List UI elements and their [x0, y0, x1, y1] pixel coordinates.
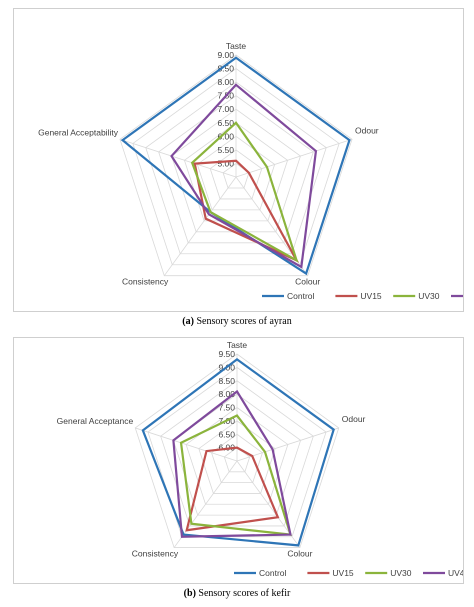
legend-label: UV30: [418, 291, 440, 301]
caption-label: (b): [183, 588, 196, 599]
caption-text: Sensory scores of kefir: [198, 588, 291, 599]
series-line-uv30: [190, 121, 299, 263]
tick-label: 6.00: [217, 131, 234, 141]
legend-label: UV30: [390, 568, 412, 578]
grid-spoke: [235, 138, 353, 178]
caption-kefir: (b) Sensory scores of kefir: [0, 588, 474, 599]
tick-label: 6.50: [217, 118, 234, 128]
legend-label: UV15: [360, 291, 382, 301]
legend-label: UV15: [332, 568, 354, 578]
series-line-uv15: [185, 446, 280, 532]
grid-ring: [209, 149, 263, 200]
tick-label: 6.50: [218, 429, 235, 439]
grid-spoke: [163, 176, 237, 276]
grid-ring: [119, 54, 353, 277]
axis-label: Colour: [287, 549, 312, 559]
grid-spoke: [173, 460, 238, 548]
chart-panel-ayran: 5.00 5.50 6.00 6.50 7.00 7.50 8.00 8.50 9.00 Tast…: [13, 8, 473, 312]
tick-label: 9.00: [217, 50, 234, 60]
legend-label: UV45: [448, 568, 463, 578]
axis-label: Odour: [342, 414, 366, 424]
tick-label: 7.00: [217, 104, 234, 114]
grid-ring: [183, 122, 289, 222]
grid-ring: [132, 68, 340, 266]
axis-label: Colour: [295, 277, 320, 287]
tick-label: 8.50: [218, 376, 235, 386]
legend: ControlUV15UV30UV45: [262, 291, 473, 301]
series-line-uv45: [170, 83, 318, 269]
tick-label: 7.50: [218, 403, 235, 413]
grid-ring: [158, 95, 314, 244]
series-line-uv30: [179, 414, 293, 536]
tick-label: 9.50: [218, 349, 235, 359]
axis-label: General Acceptability: [38, 127, 119, 137]
axis-label: General Acceptance: [57, 416, 134, 426]
tick-label: 5.50: [217, 145, 234, 155]
radar-chart-ayran: 5.005.506.006.507.007.508.008.509.00Tast…: [38, 41, 473, 301]
grid-ring: [196, 135, 276, 211]
axis-label: Consistency: [132, 549, 179, 559]
tick-label: 5.00: [217, 158, 234, 168]
axis-label: Taste: [226, 41, 247, 51]
caption-label: (a): [182, 316, 194, 327]
tick-label: 8.00: [218, 389, 235, 399]
chart-panel-kefir: 6.00 6.50 7.00 7.50 8.00 8.50 9.00 9.50 Taste Odo…: [13, 337, 470, 584]
axis-label: Taste: [227, 340, 248, 350]
grid-spoke: [119, 138, 237, 178]
axis-label: Consistency: [122, 277, 169, 287]
radar-chart-kefir: 6.006.507.007.508.008.509.009.50TasteOdo…: [57, 340, 470, 578]
tick-label: 8.50: [217, 64, 234, 74]
axis-label: Odour: [355, 125, 379, 135]
legend: Control UV15 UV30 UV45: [234, 568, 470, 578]
caption-text: Sensory scores of ayran: [196, 316, 292, 327]
grid-spoke: [135, 427, 238, 462]
grid-ring: [145, 81, 327, 255]
series-line-control: [141, 357, 335, 547]
grid-ring: [134, 353, 340, 548]
legend-label: Control: [287, 291, 315, 301]
tick-label: 8.00: [217, 77, 234, 87]
series-line-uv45: [172, 389, 292, 538]
legend-label: Control: [259, 568, 287, 578]
grid-spoke: [236, 427, 339, 462]
caption-ayran: (a) Sensory scores of ayran: [0, 316, 474, 327]
grid-ring: [185, 407, 289, 505]
tick-label: 6.00: [218, 443, 235, 453]
grid-ring: [223, 447, 251, 473]
grid-ring: [160, 380, 314, 527]
radar-grid: [134, 353, 340, 548]
